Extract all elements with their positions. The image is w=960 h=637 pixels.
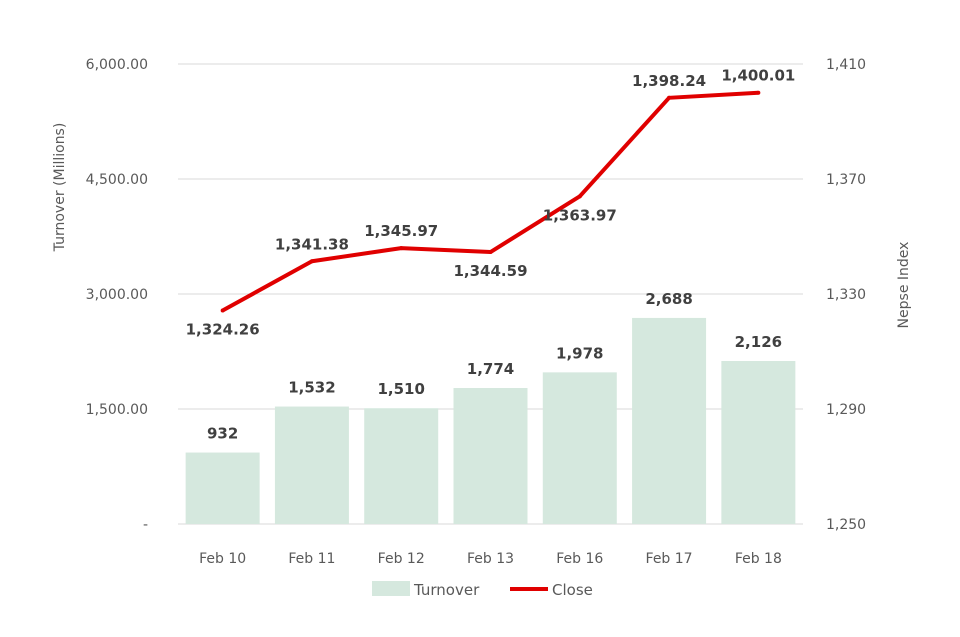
right-tick-label: 1,330	[826, 287, 866, 303]
turnover-bar	[632, 317, 707, 524]
close-point-label: 1,400.01	[721, 67, 795, 85]
left-tick-label: -	[143, 517, 148, 533]
turnover-bar-label: 932	[207, 425, 238, 443]
turnover-bar-label: 1,510	[377, 380, 424, 398]
right-tick-label: 1,250	[826, 517, 866, 533]
turnover-bar-label: 1,774	[467, 360, 514, 378]
turnover-bar	[185, 452, 260, 524]
x-axis-ticks: Feb 10 Feb 11 Feb 12 Feb 13 Feb 16 Feb 17 Feb …	[199, 551, 782, 567]
turnover-bar-label: 1,978	[556, 344, 603, 362]
right-tick-label: 1,410	[826, 57, 866, 73]
close-point	[399, 246, 404, 251]
right-axis-ticks: 1,250 1,290 1,330 1,370 1,410	[826, 57, 866, 533]
x-tick-label: Feb 12	[378, 551, 425, 567]
turnover-bar-label: 1,532	[288, 379, 335, 397]
left-axis-ticks: - 1,500.00 3,000.00 4,500.00 6,000.00	[86, 57, 148, 533]
x-tick-label: Feb 13	[467, 551, 514, 567]
close-point	[577, 194, 582, 199]
left-tick-label: 6,000.00	[86, 57, 148, 73]
x-tick-label: Feb 16	[556, 551, 603, 567]
close-point-label: 1,398.24	[632, 72, 706, 90]
turnover-bar	[274, 406, 349, 524]
turnover-bar-labels: 932 1,532 1,510 1,774 1,978 2,688 2,126	[207, 290, 782, 443]
x-tick-label: Feb 17	[646, 551, 693, 567]
right-tick-label: 1,370	[826, 172, 866, 188]
turnover-bar	[364, 408, 439, 524]
close-line-group	[220, 90, 761, 313]
turnover-bars	[185, 317, 796, 524]
turnover-bar	[453, 387, 528, 524]
close-point-label: 1,341.38	[275, 235, 349, 253]
turnover-bar-label: 2,688	[645, 290, 692, 308]
close-point	[756, 90, 761, 95]
close-line-labels: 1,324.26 1,341.38 1,345.97 1,344.59 1,363.97…	[186, 67, 796, 339]
legend-turnover-swatch	[372, 581, 410, 596]
turnover-bar	[542, 372, 617, 524]
left-tick-label: 4,500.00	[86, 172, 148, 188]
close-point-label: 1,345.97	[364, 222, 438, 240]
close-point-label: 1,324.26	[186, 321, 260, 339]
x-tick-label: Feb 10	[199, 551, 246, 567]
close-point	[488, 250, 493, 255]
x-tick-label: Feb 11	[288, 551, 335, 567]
turnover-bar-label: 2,126	[735, 333, 782, 351]
right-axis-title: Nepse Index	[896, 242, 912, 329]
close-point-label: 1,363.97	[543, 206, 617, 224]
right-tick-label: 1,290	[826, 402, 866, 418]
turnover-bar	[721, 361, 796, 524]
legend-close-label: Close	[552, 581, 593, 599]
close-point-label: 1,344.59	[453, 262, 527, 280]
left-tick-label: 1,500.00	[86, 402, 148, 418]
left-tick-label: 3,000.00	[86, 287, 148, 303]
close-point	[309, 259, 314, 264]
close-point	[220, 308, 225, 313]
legend: Turnover Close	[372, 581, 593, 599]
x-tick-label: Feb 18	[735, 551, 782, 567]
close-point	[667, 95, 672, 100]
left-axis-title: Turnover (Millions)	[52, 123, 68, 253]
legend-turnover-label: Turnover	[413, 581, 480, 599]
